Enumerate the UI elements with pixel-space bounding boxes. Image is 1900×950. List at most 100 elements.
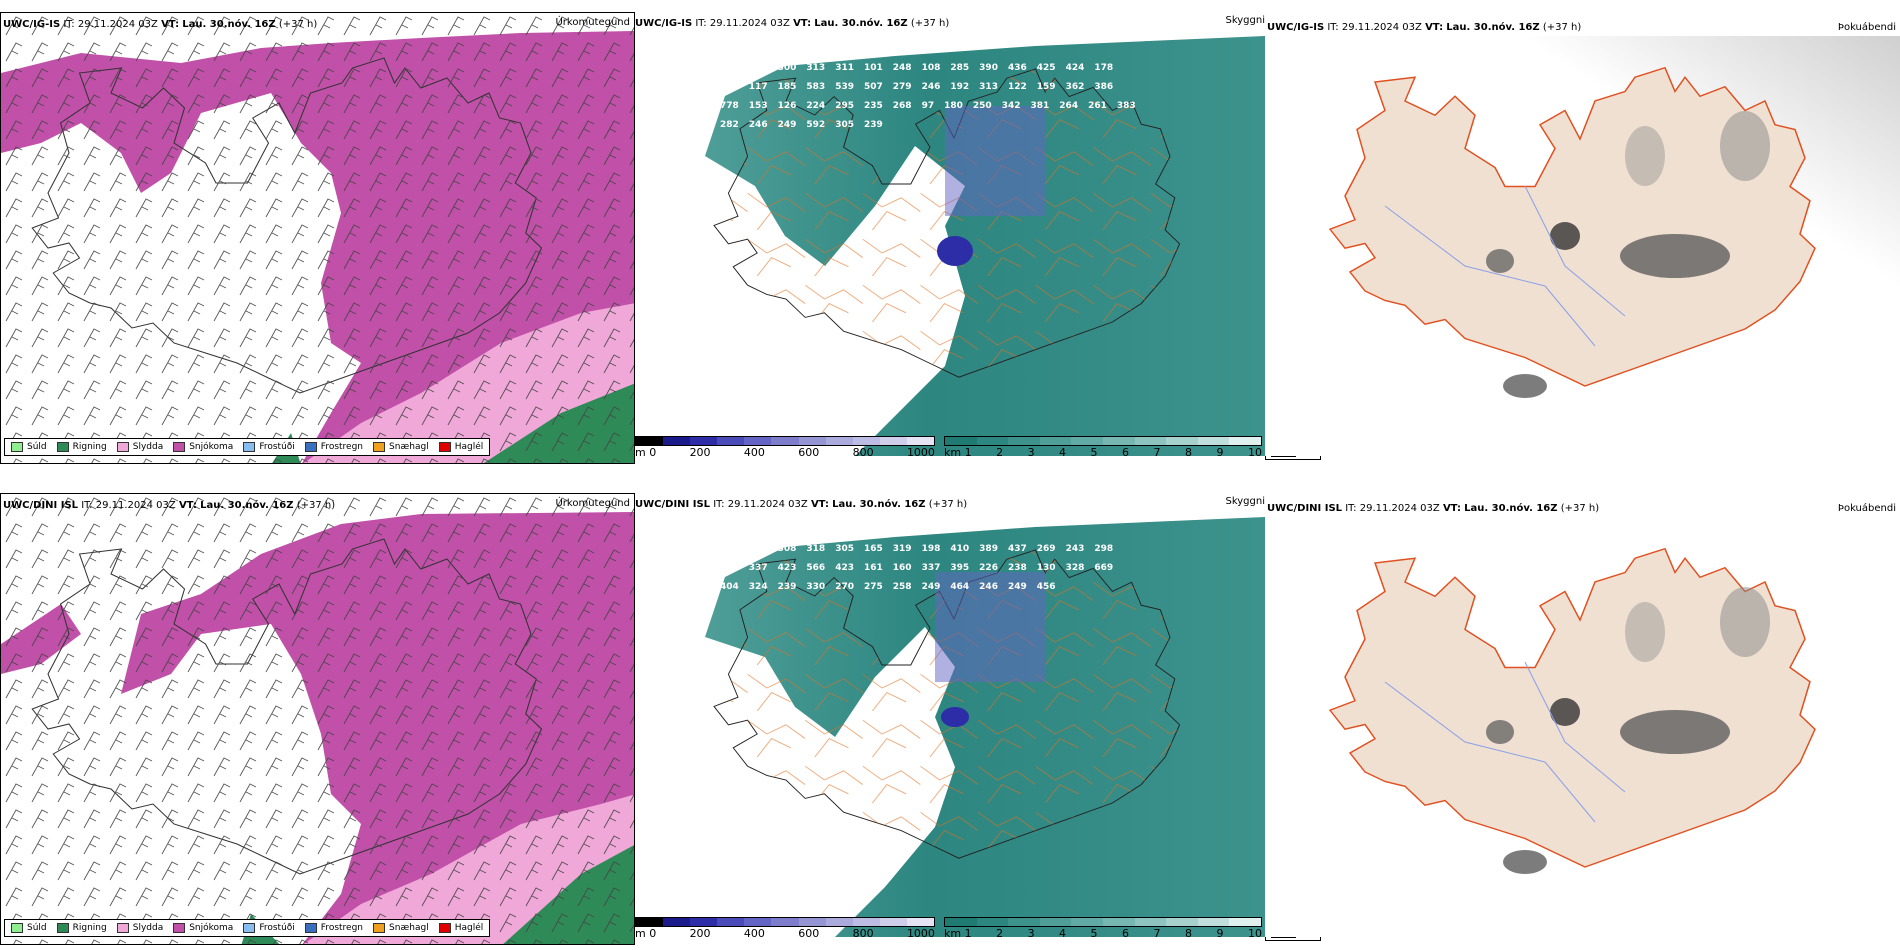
cloud-height-label: 319 xyxy=(892,544,912,554)
legend-item: Frostregn xyxy=(304,442,363,452)
cloud-height-label: 198 xyxy=(921,544,941,554)
cloud-height-label: 330 xyxy=(806,582,826,592)
cloud-height-label: 423 xyxy=(777,563,797,573)
cloud-height-label: 122 xyxy=(1007,82,1027,92)
cloud-height-labels: 325 234 300 313 311 101 248 108 285 390 … xyxy=(720,62,1140,132)
cloud-height-label: 308 xyxy=(777,544,797,554)
cloud-height-label: 269 xyxy=(1036,544,1056,554)
precip-panel-title: Úrkomutegund xyxy=(555,498,630,509)
cloud-height-label: 264 xyxy=(1059,101,1079,111)
row1-fog-header: UWC/IG-IS IT: 29.11.2024 03Z VT: Lau. 30… xyxy=(1267,22,1582,33)
cloud-height-label: 318 xyxy=(806,544,826,554)
cloud-height-label: 108 xyxy=(921,63,941,73)
legend-item: Rigning xyxy=(56,442,107,452)
cloud-height-label: 507 xyxy=(863,82,883,92)
cloud-height-label: 295 xyxy=(835,101,854,111)
cloud-height-label: 381 xyxy=(720,563,739,573)
legend-swatch-snjokoma xyxy=(173,442,186,452)
row1-cloud-header: UWC/IG-IS IT: 29.11.2024 03Z VT: Lau. 30… xyxy=(635,18,950,29)
cloud-base-colorbar-row1: m 0 200 400 600 800 1000 xyxy=(635,436,935,459)
cloud-height-label: 112 xyxy=(720,82,739,92)
row1-precip-header: UWC/IG-IS IT: 29.11.2024 03Z VT: Lau. 30… xyxy=(3,19,318,30)
cloud-height-label: 395 xyxy=(950,563,970,573)
cloud-height-label: 126 xyxy=(777,101,797,111)
legend-item: Súld xyxy=(11,923,47,933)
cloud-height-label: 160 xyxy=(892,563,912,573)
cloud-height-label: 249 xyxy=(1007,582,1027,592)
cloud-height-label: 235 xyxy=(863,101,883,111)
cloud-height-label: 337 xyxy=(921,563,941,573)
legend-item: Slydda xyxy=(116,442,163,452)
legend-item: Frostúði xyxy=(243,923,295,933)
cloud-height-label: 311 xyxy=(835,63,854,73)
cloud-height-label: 583 xyxy=(806,82,826,92)
cloud-height-label: 249 xyxy=(777,120,797,130)
cloud-height-label: 224 xyxy=(806,101,826,111)
legend-item: Snæhagl xyxy=(373,923,429,933)
cloud-base-ticks: m 0 200 400 600 800 1000 xyxy=(635,446,935,459)
cloud-height-label: 246 xyxy=(748,120,768,130)
cloud-height-label: 325 xyxy=(720,63,739,73)
cloud-height-label: 101 xyxy=(863,63,883,73)
cloud-height-label: 410 xyxy=(950,544,970,554)
cloud-height-label: 424 xyxy=(1065,63,1085,73)
cloud-height-label: 778 xyxy=(720,101,739,111)
cloud-height-label: 246 xyxy=(979,582,998,592)
cloud-height-label: 153 xyxy=(748,101,768,111)
cloud-height-label: 261 xyxy=(1088,101,1107,111)
cloud-base-colorbar-strip xyxy=(635,436,935,446)
visibility-ticks: km 1 2 3 4 5 6 7 8 9 10 xyxy=(944,446,1262,459)
precip-panel-title: Úrkomutegund xyxy=(555,17,630,28)
cloud-height-label: 437 xyxy=(1007,544,1027,554)
cloud-map xyxy=(635,517,1265,937)
cloud-height-label: 249 xyxy=(921,582,941,592)
cloud-height-label: 130 xyxy=(1036,563,1056,573)
cloud-base-colorbar-strip xyxy=(635,917,935,927)
cloud-panel-title: Skyggni xyxy=(1225,496,1265,507)
cloud-height-label: 246 xyxy=(921,82,941,92)
cloud-height-label: 234 xyxy=(748,63,768,73)
visibility-ticks: km 1 2 3 4 5 6 7 8 9 10 xyxy=(944,927,1262,940)
precip-legend-row1: Súld Rigning Slydda Snjókoma Frostúði Fr… xyxy=(4,438,491,456)
cloud-height-label: 282 xyxy=(720,120,739,130)
cloud-map xyxy=(635,36,1265,456)
cloud-height-label: 464 xyxy=(950,582,970,592)
cloud-height-label: 194 xyxy=(748,544,768,554)
cloud-height-label: 268 xyxy=(892,101,912,111)
cloud-height-label: 328 xyxy=(1065,563,1085,573)
cloud-height-label: 300 xyxy=(777,63,797,73)
cloud-height-label: 279 xyxy=(892,82,912,92)
cloud-height-label: 313 xyxy=(806,63,826,73)
precip-type-map xyxy=(1,494,634,944)
cloud-height-label: 192 xyxy=(950,82,970,92)
model-name: UWC/IG-IS xyxy=(3,19,61,30)
visibility-colorbar-strip xyxy=(944,436,1262,446)
cloud-height-label: 243 xyxy=(1065,544,1085,554)
legend-swatch-sudd xyxy=(11,442,23,452)
cloud-height-label: 258 xyxy=(892,582,912,592)
precip-type-panel-row2: UWC/DINI ISL IT: 29.11.2024 03Z VT: Lau.… xyxy=(0,493,635,945)
cloud-height-label: 165 xyxy=(863,544,883,554)
cloud-height-label: 305 xyxy=(835,544,854,554)
cloud-panel-row1: 325 234 300 313 311 101 248 108 285 390 … xyxy=(635,12,1265,464)
cloud-height-label: 239 xyxy=(863,120,883,130)
cloud-height-label: 324 xyxy=(748,582,768,592)
cloud-height-label: 383 xyxy=(1116,101,1136,111)
legend-item: Snjókoma xyxy=(173,923,233,933)
fog-map xyxy=(1265,36,1900,456)
row2-precip-header: UWC/DINI ISL IT: 29.11.2024 03Z VT: Lau.… xyxy=(3,500,336,511)
cloud-height-label: 305 xyxy=(835,120,854,130)
cloud-height-label: 250 xyxy=(972,101,992,111)
cloud-height-label: 423 xyxy=(835,563,854,573)
precip-type-map xyxy=(1,13,634,463)
visibility-colorbar-row1: km 1 2 3 4 5 6 7 8 9 10 xyxy=(944,436,1262,459)
cloud-height-label: 592 xyxy=(806,120,826,130)
cloud-height-label: 117 xyxy=(748,82,768,92)
cloud-height-label: 161 xyxy=(863,563,883,573)
visibility-colorbar-strip xyxy=(944,917,1262,927)
legend-swatch-haglel xyxy=(438,442,451,452)
cloud-height-label: 178 xyxy=(1094,63,1114,73)
precip-legend-row2: Súld Rigning Slydda Snjókoma Frostúði Fr… xyxy=(4,919,491,937)
cloud-height-label: 238 xyxy=(1007,563,1027,573)
legend-item: Frostregn xyxy=(304,923,363,933)
